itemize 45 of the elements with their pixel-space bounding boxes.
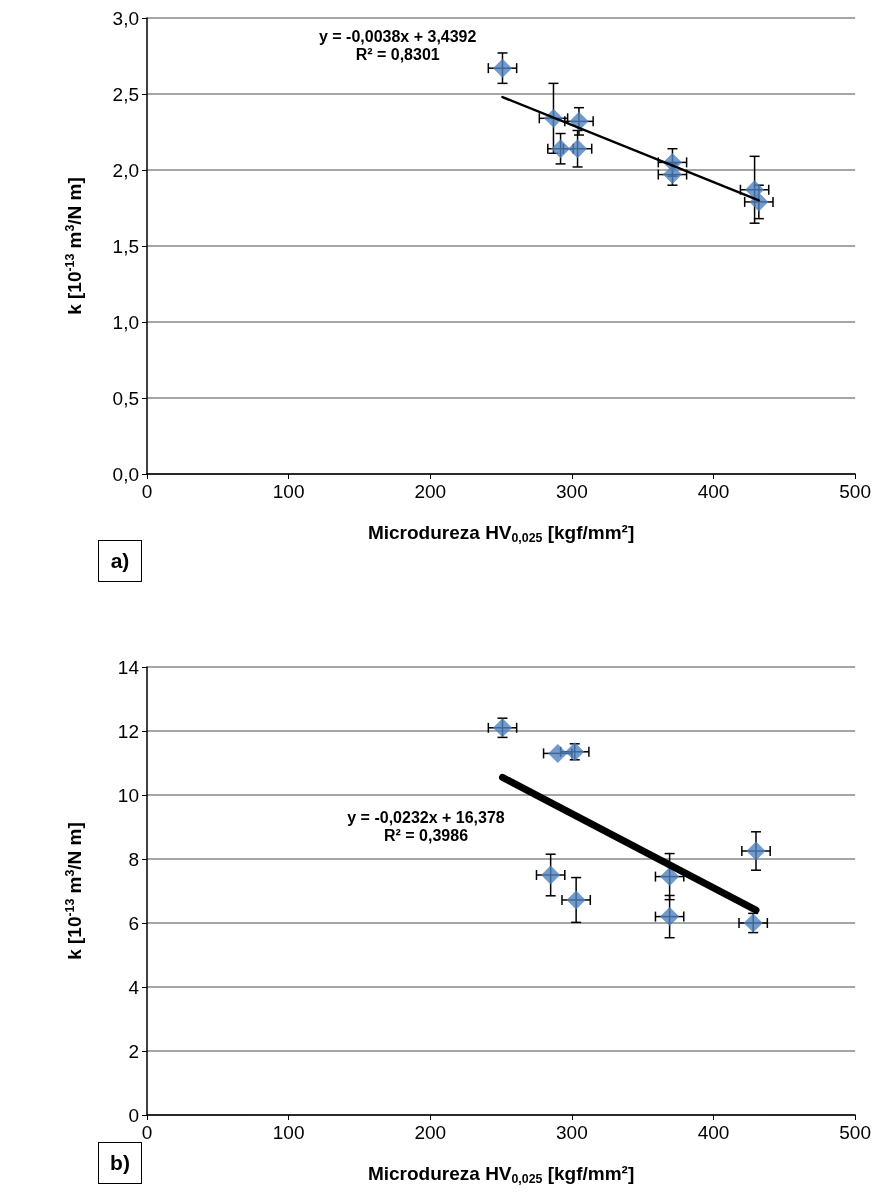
x-tick-label: 500: [839, 481, 871, 502]
text: b): [98, 1142, 142, 1184]
y-tick-label: 12: [117, 720, 139, 742]
annotation: R² = 0,3986: [383, 826, 469, 844]
point: [745, 180, 765, 200]
text: a): [98, 540, 142, 582]
point: [660, 907, 680, 927]
y-tick-label: 0,5: [112, 387, 139, 409]
point: [492, 58, 512, 78]
point: [541, 865, 561, 885]
y-tick-label: 1,5: [112, 235, 139, 257]
x-tick-label: 200: [414, 1122, 447, 1143]
y-tick-label: 0,0: [112, 463, 139, 485]
y-tick-label: 6: [128, 912, 139, 934]
x-tick-label: 400: [697, 1122, 730, 1143]
point: [568, 139, 588, 159]
point: [548, 743, 568, 763]
y-tick-label: 3,0: [112, 7, 139, 29]
annotation: R² = 0,8301: [355, 45, 440, 63]
x-tick-label: 400: [697, 481, 730, 502]
x-tick-label: 300: [556, 481, 588, 502]
y-tick-label: 1,0: [112, 311, 139, 333]
x-tick-label: 200: [414, 481, 447, 502]
y-tick-label: 2,0: [112, 159, 139, 181]
x-tick-label: 100: [272, 1122, 305, 1143]
y-tick-label: 0: [128, 1104, 139, 1126]
x-tick-label: 300: [556, 1122, 588, 1143]
y-tick-label: 4: [128, 976, 140, 998]
x-tick-label: 100: [272, 481, 305, 502]
y-axis-title: k [10-13 m3/N m]: [62, 822, 85, 960]
annotation: y = -0,0232x + 16,378: [347, 808, 505, 826]
x-tick-label: 500: [839, 1122, 871, 1143]
x-tick-label: 0: [141, 1122, 153, 1143]
point: [660, 867, 680, 887]
point: [662, 165, 682, 185]
y-tick-label: 14: [117, 656, 140, 678]
annotation: y = -0,0038x + 3,4392: [318, 27, 477, 45]
y-tick-label: 2: [128, 1040, 139, 1062]
y-tick-label: 8: [128, 848, 139, 870]
y-tick-label: 2,5: [112, 83, 139, 105]
y-axis-title: k [10-13 m3/N m]: [62, 177, 85, 315]
y-tick-label: 10: [117, 784, 139, 806]
x-tick-label: 0: [141, 481, 153, 502]
point: [746, 841, 766, 861]
point: [566, 890, 586, 910]
